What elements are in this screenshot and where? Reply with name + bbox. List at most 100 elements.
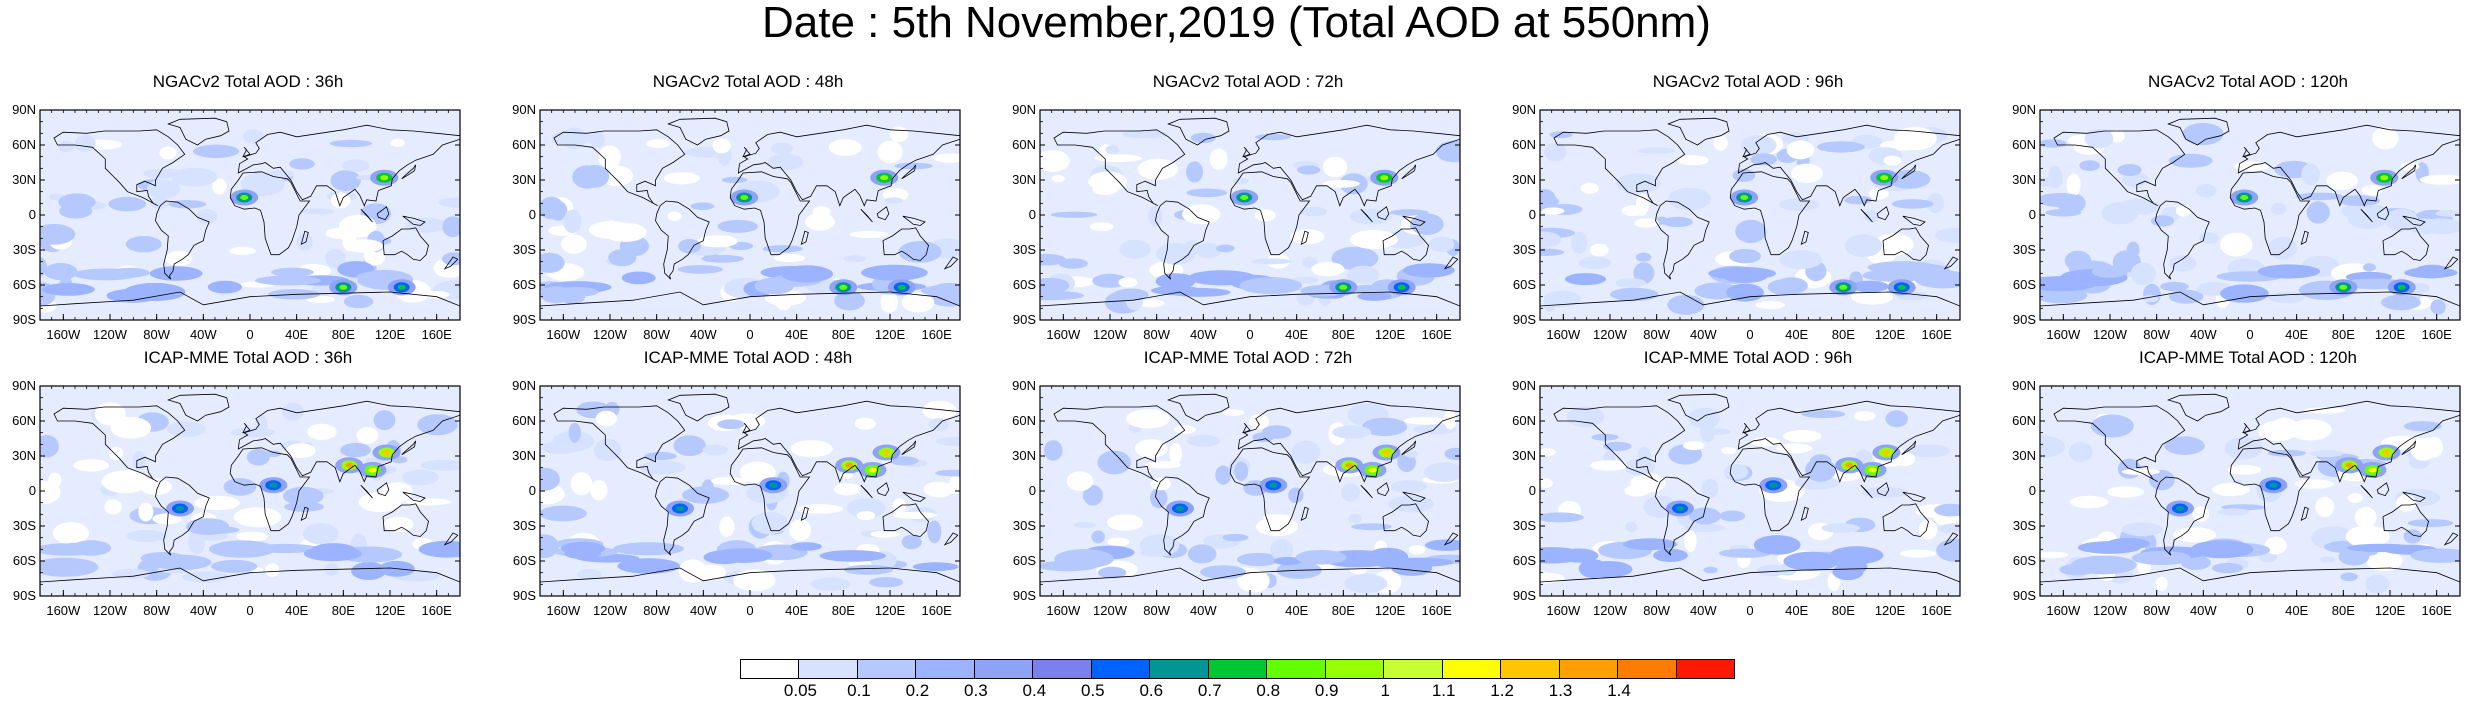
aod-map: 90N 60N 30N 0 30S 60S 90S 160W 120W 80W 40W 0 40E 80E… [1512, 102, 1961, 342]
lon-tick-label: 80W [1143, 603, 1170, 618]
lon-tick-label: 40W [190, 603, 217, 618]
lat-tick-label: 90S [13, 312, 36, 327]
lon-tick-label: 160E [921, 603, 952, 618]
panel-title: ICAP-MME Total AOD : 48h [643, 348, 853, 367]
lon-tick-label: 80E [332, 327, 355, 342]
lon-tick-label: 120E [1375, 603, 1406, 618]
panel-title: NGACv2 Total AOD : 36h [152, 72, 344, 91]
lat-tick-label: 30S [1013, 518, 1036, 533]
lon-tick-label: 120W [2093, 327, 2128, 342]
lat-tick-label: 90N [1012, 378, 1036, 393]
aod-hotspots [1666, 444, 1901, 517]
lon-tick-label: 40W [1690, 327, 1717, 342]
lon-tick-label: 80W [1143, 327, 1170, 342]
coastlines [40, 117, 460, 320]
lon-tick-label: 80W [2143, 603, 2170, 618]
lon-tick-label: 160W [46, 327, 81, 342]
lat-tick-label: 30N [512, 172, 536, 187]
lat-tick-label: 90S [1013, 588, 1036, 603]
lat-tick-label: 90S [513, 588, 536, 603]
lat-tick-label: 90N [2012, 102, 2036, 117]
lat-tick-label: 60S [1013, 277, 1036, 292]
panel-title: ICAP-MME Total AOD : 36h [143, 348, 353, 367]
lon-tick-label: 0 [1246, 327, 1253, 342]
lon-tick-label: 0 [246, 603, 253, 618]
lon-tick-label: 80W [143, 603, 170, 618]
lon-tick-label: 120E [2375, 603, 2406, 618]
coastlines [40, 393, 460, 596]
lat-tick-label: 60N [12, 413, 36, 428]
lon-tick-label: 80W [1643, 327, 1670, 342]
colorbar-label: 0.05 [783, 681, 818, 700]
lon-tick-label: 0 [1746, 603, 1753, 618]
panel-title: NGACv2 Total AOD : 72h [1152, 72, 1344, 91]
aod-hotspots [666, 444, 901, 517]
colorbar-label: 0.1 [847, 681, 871, 700]
lat-tick-label: 30N [1012, 172, 1036, 187]
aod-hotspots [1730, 169, 1916, 296]
lat-tick-label: 0 [1529, 207, 1536, 222]
lon-tick-label: 120E [2375, 327, 2406, 342]
lon-tick-label: 80E [832, 327, 855, 342]
lat-tick-label: 60S [2013, 277, 2036, 292]
coastlines [2040, 393, 2460, 596]
lon-tick-label: 160W [46, 603, 81, 618]
lat-tick-label: 0 [29, 207, 36, 222]
lat-tick-label: 0 [1029, 207, 1036, 222]
map-panel: ICAP-MME Total AOD : 96h 90N 60N 30N 0 30S 60S… [1500, 348, 1961, 618]
colorbar-swatch [973, 659, 1034, 679]
lat-tick-label: 30S [513, 242, 536, 257]
colorbar-swatch [1675, 659, 1735, 679]
lon-tick-label: 120W [93, 603, 128, 618]
panel-title: ICAP-MME Total AOD : 120h [2139, 348, 2357, 367]
lon-tick-label: 0 [1746, 327, 1753, 342]
colorbar-label: 0.3 [964, 681, 988, 700]
colorbar-swatch [1617, 659, 1677, 679]
lon-tick-label: 80E [1332, 603, 1355, 618]
lon-tick-label: 40W [690, 603, 717, 618]
lat-tick-label: 60S [513, 553, 536, 568]
lon-tick-label: 0 [246, 327, 253, 342]
coastlines [1540, 117, 1960, 320]
lat-tick-label: 30N [1512, 448, 1536, 463]
lon-tick-label: 160W [546, 327, 581, 342]
aod-map: 90N 60N 30N 0 30S 60S 90S 160W 120W 80W 40W 0 40E 80E… [512, 102, 961, 342]
lat-tick-label: 30N [2012, 172, 2036, 187]
lat-tick-label: 30N [1512, 172, 1536, 187]
coastlines [2040, 117, 2460, 320]
aod-hotspots [1230, 169, 1416, 296]
lat-tick-label: 60S [1513, 277, 1536, 292]
lon-tick-label: 40W [2190, 603, 2217, 618]
lon-tick-label: 0 [2246, 327, 2253, 342]
lon-tick-label: 120E [1875, 327, 1906, 342]
lat-tick-label: 60N [12, 137, 36, 152]
colorbar-swatch [1500, 659, 1560, 679]
lon-tick-label: 40E [1785, 327, 1808, 342]
lon-tick-label: 80W [1643, 603, 1670, 618]
lat-tick-label: 30N [12, 448, 36, 463]
colorbar-legend: 0.05 0.1 0.2 0.3 0.4 0.5 0.6 0.7 0.8 0.9 1 1.1 1.2 1.… [740, 659, 1735, 700]
lon-tick-label: 120E [875, 327, 906, 342]
lat-tick-label: 90S [513, 312, 536, 327]
lon-tick-label: 120W [1093, 327, 1128, 342]
lon-tick-label: 40W [190, 327, 217, 342]
lon-tick-label: 80W [2143, 327, 2170, 342]
lon-tick-label: 40W [1690, 603, 1717, 618]
map-panel: ICAP-MME Total AOD : 36h 90N 60N 30N 0 30S 60S… [0, 348, 461, 618]
aod-field [2040, 122, 2460, 315]
lat-tick-label: 30N [1012, 448, 1036, 463]
aod-field [540, 126, 960, 313]
lon-tick-label: 120W [593, 327, 628, 342]
lat-tick-label: 90S [1013, 312, 1036, 327]
colorbar-swatch [1266, 659, 1326, 679]
lat-tick-label: 30S [13, 242, 36, 257]
lat-tick-label: 90S [2013, 588, 2036, 603]
lon-tick-label: 120W [1093, 603, 1128, 618]
lat-tick-label: 60N [1012, 413, 1036, 428]
lon-tick-label: 160W [546, 603, 581, 618]
lon-tick-label: 160W [1046, 603, 1081, 618]
lat-tick-label: 60S [513, 277, 536, 292]
lon-tick-label: 80E [1832, 327, 1855, 342]
aod-field [1540, 127, 1960, 315]
lon-tick-label: 40E [1285, 603, 1308, 618]
